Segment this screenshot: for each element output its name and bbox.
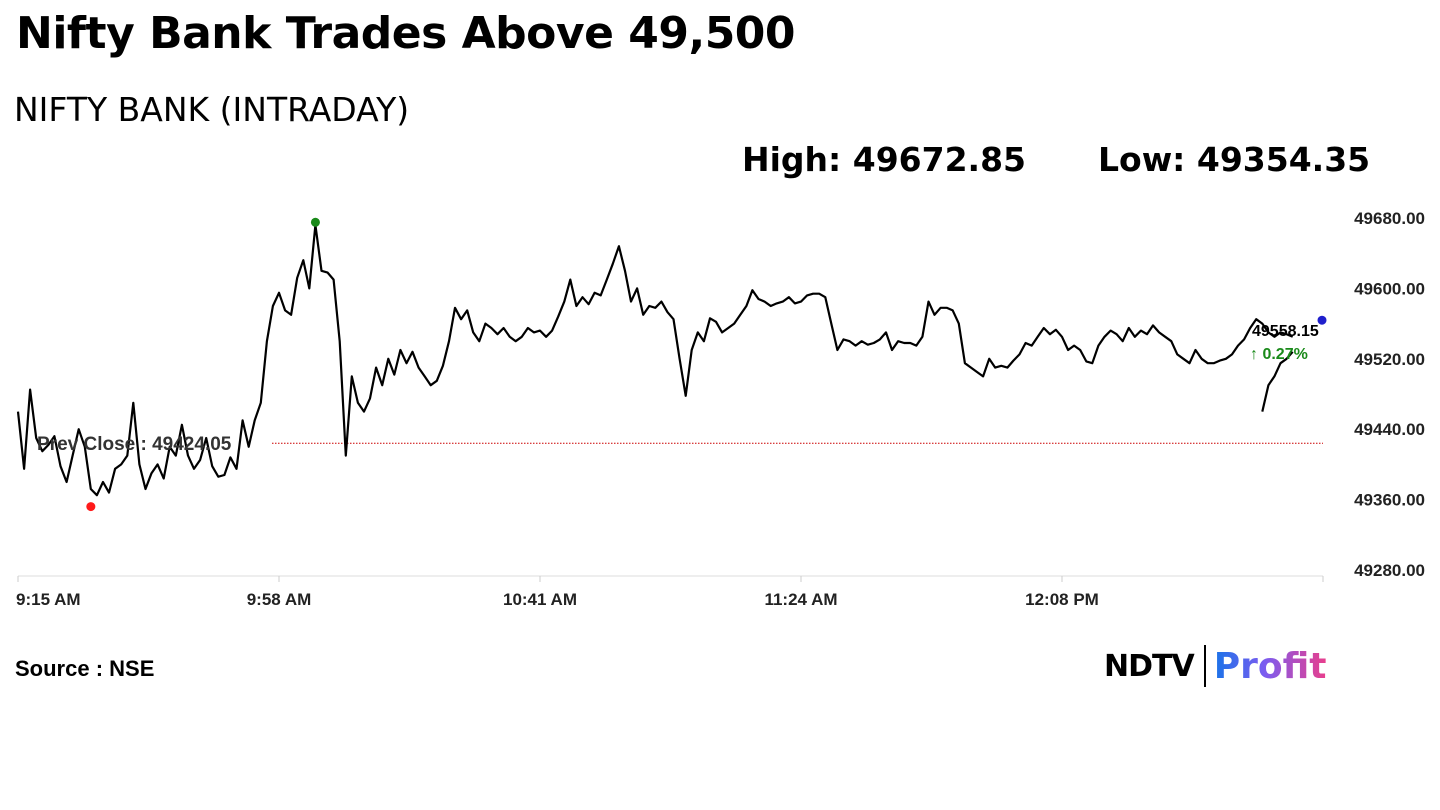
day-high-marker (310, 217, 320, 227)
x-tick-label: 11:24 AM (764, 590, 837, 609)
headline: Nifty Bank Trades Above 49,500 (16, 8, 796, 59)
x-tick-label: 9:15 AM (16, 590, 81, 609)
logo-divider (1203, 645, 1206, 687)
logo-product: Profit (1213, 645, 1327, 687)
x-tick-label: 9:58 AM (247, 590, 312, 609)
intraday-line-chart: 49680.00 49600.00 49520.00 49440.00 49360.00… (16, 209, 1425, 609)
last-price-marker (1317, 315, 1327, 325)
y-tick-label: 49600.00 (1354, 279, 1425, 298)
logo-brand: NDTV (1104, 648, 1195, 684)
source-note: Source : NSE (15, 656, 155, 681)
price-series-line (16, 223, 1294, 497)
ndtv-profit-logo: NDTV Profit (1104, 642, 1326, 690)
price-change-label: ↑ 0.27% (1250, 346, 1308, 363)
day-high-stat: High: 49672.85 (742, 140, 1026, 179)
grid-layer (17, 575, 1324, 582)
label-layer: 49680.00 49600.00 49520.00 49440.00 49360.00… (16, 209, 1425, 609)
last-price-label: 49558.15 (1252, 323, 1319, 340)
y-tick-label: 49360.00 (1354, 491, 1425, 510)
y-tick-label: 49680.00 (1354, 209, 1425, 228)
x-tick-label: 10:41 AM (503, 590, 577, 609)
marker-layer (86, 217, 1327, 512)
chart-subtitle: NIFTY BANK (INTRADAY) (14, 90, 410, 129)
prev-close-label: Prev Close : 49424.05 (37, 434, 232, 455)
price-series-recovery-line (1261, 351, 1294, 412)
y-tick-label: 49440.00 (1354, 420, 1425, 439)
day-low-stat: Low: 49354.35 (1098, 140, 1371, 179)
price-line-layer (16, 223, 1294, 497)
y-tick-label: 49520.00 (1354, 350, 1425, 369)
x-tick-label: 12:08 PM (1025, 590, 1099, 609)
day-low-marker (86, 502, 96, 512)
y-tick-label: 49280.00 (1354, 561, 1425, 580)
